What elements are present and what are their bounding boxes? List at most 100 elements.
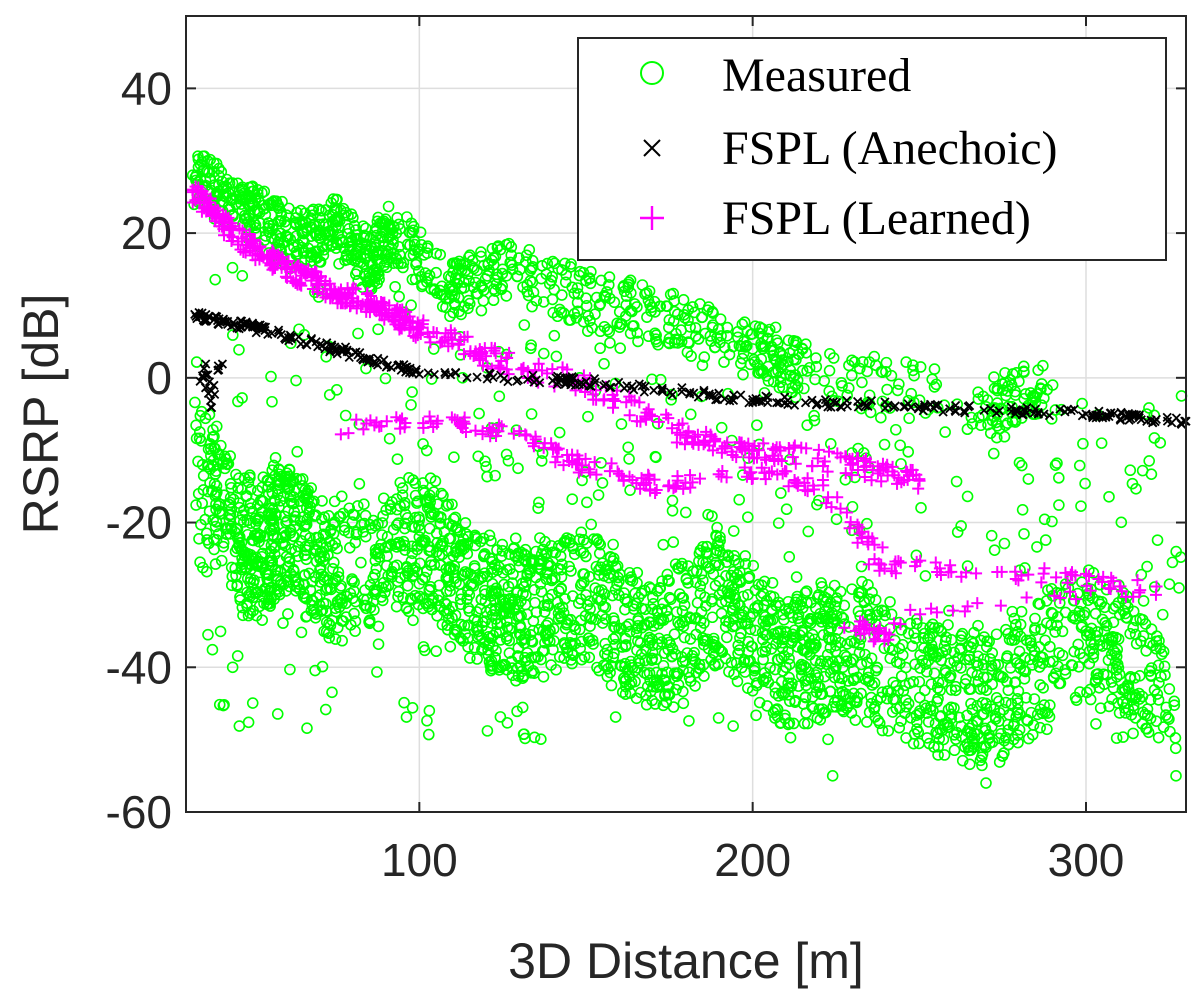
measured-point <box>329 202 341 214</box>
fspl-learned-point <box>876 541 889 554</box>
measured-point <box>615 318 628 330</box>
fspl-anechoic-point <box>317 340 328 351</box>
fspl-learned-point <box>1050 571 1063 584</box>
measured-point <box>317 555 329 567</box>
measured-point <box>938 749 951 761</box>
fspl-anechoic-point <box>440 367 450 378</box>
measured-point <box>1150 715 1163 727</box>
measured-point <box>752 578 765 591</box>
fspl-learned-point <box>788 476 801 489</box>
measured-point <box>392 218 405 231</box>
measured-point <box>1084 693 1097 706</box>
fspl-learned-point <box>211 204 224 217</box>
fspl-learned-point <box>914 554 927 567</box>
measured-point <box>738 605 750 618</box>
measured-point <box>921 707 933 719</box>
measured-point <box>1121 612 1133 624</box>
fspl-learned-point <box>293 276 306 289</box>
measured-point <box>1002 684 1015 697</box>
measured-point <box>453 578 466 591</box>
measured-point <box>1047 671 1060 683</box>
measured-point <box>578 651 591 663</box>
fspl-learned-point <box>634 482 647 495</box>
measured-point <box>686 301 699 313</box>
measured-point <box>1126 477 1139 490</box>
fspl-anechoic-point <box>529 377 539 387</box>
fspl-anechoic-point <box>657 386 668 397</box>
measured-point <box>757 587 769 600</box>
fspl-anechoic-point <box>853 402 863 412</box>
fspl-learned-point <box>394 422 407 435</box>
measured-point <box>393 241 405 253</box>
measured-point <box>853 646 866 659</box>
measured-point <box>744 611 757 624</box>
fspl-learned-point <box>667 482 680 495</box>
measured-point <box>479 588 491 601</box>
fspl-anechoic-point <box>267 328 277 339</box>
fspl-learned-point <box>334 428 347 441</box>
fspl-learned-point <box>882 633 895 646</box>
measured-point <box>453 305 465 318</box>
measured-point <box>622 276 635 289</box>
measured-point <box>401 579 414 592</box>
measured-point <box>1077 437 1089 450</box>
measured-point <box>471 615 484 627</box>
measured-point <box>203 505 216 518</box>
measured-point <box>252 195 265 208</box>
measured-point <box>855 560 868 573</box>
measured-point <box>1083 657 1096 670</box>
measured-point <box>1066 659 1079 672</box>
measured-point <box>552 562 564 575</box>
fspl-learned-point <box>650 484 663 497</box>
measured-point <box>291 445 304 458</box>
measured-point <box>400 711 413 723</box>
fspl-learned-point <box>1084 584 1097 597</box>
fspl-learned-point <box>1020 591 1033 604</box>
measured-point <box>871 662 884 674</box>
measured-point <box>978 631 990 643</box>
measured-point <box>476 281 488 293</box>
measured-point <box>974 683 987 695</box>
measured-point <box>448 623 461 636</box>
measured-point <box>1169 732 1182 744</box>
fspl-learned-point <box>867 635 880 648</box>
fspl-learned-point <box>857 455 870 468</box>
fspl-anechoic-point <box>429 369 439 380</box>
measured-point <box>277 617 289 629</box>
measured-point <box>949 684 962 697</box>
measured-point <box>380 559 393 572</box>
fspl-learned-point <box>617 474 630 487</box>
measured-point <box>1035 623 1047 636</box>
measured-point <box>761 628 773 641</box>
measured-point <box>738 316 751 328</box>
measured-point <box>327 193 340 205</box>
measured-point <box>679 655 692 667</box>
fspl-learned-point <box>856 615 869 628</box>
measured-point <box>887 676 900 689</box>
measured-point <box>731 569 744 581</box>
measured-point <box>430 266 442 279</box>
measured-point <box>1018 528 1030 540</box>
measured-point <box>379 217 392 230</box>
measured-point <box>1075 500 1087 512</box>
measured-point <box>603 271 616 283</box>
fspl-learned-point <box>572 466 585 479</box>
measured-point <box>427 343 440 355</box>
measured-point <box>599 564 611 577</box>
measured-point <box>714 644 727 657</box>
measured-point <box>500 448 513 461</box>
measured-point <box>934 684 946 697</box>
measured-point <box>800 347 813 359</box>
measured-point <box>683 671 696 684</box>
measured-point <box>856 376 868 389</box>
measured-point <box>582 410 594 423</box>
measured-point <box>945 701 958 714</box>
measured-point <box>920 666 933 678</box>
measured-point <box>1163 578 1176 591</box>
measured-point <box>583 272 596 284</box>
measured-point <box>732 647 744 660</box>
fspl-learned-point <box>257 251 270 264</box>
measured-point <box>352 327 364 340</box>
fspl-learned-point <box>759 473 772 486</box>
measured-point <box>238 504 250 517</box>
